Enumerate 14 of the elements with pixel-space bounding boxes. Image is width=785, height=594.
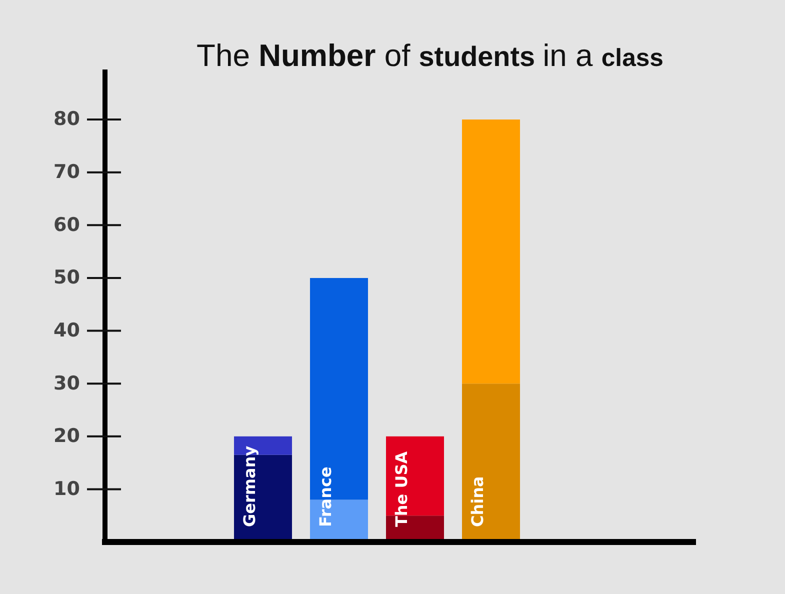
- x-tick-label: The USA: [392, 450, 411, 527]
- y-tick-label: 40: [54, 319, 80, 342]
- x-tick-label: France: [316, 466, 335, 527]
- y-tick-label: 60: [54, 214, 80, 236]
- y-tick-label: 30: [54, 372, 80, 394]
- bar: [462, 120, 520, 384]
- chart-title: The Number of students in a class: [196, 38, 664, 73]
- y-tick-label: 10: [54, 478, 80, 500]
- y-tick-label: 20: [54, 425, 80, 448]
- x-tick-label: Germany: [240, 445, 259, 527]
- x-tick-label: China: [468, 476, 487, 527]
- y-tick-label: 70: [54, 161, 80, 184]
- y-tick-label: 50: [54, 266, 80, 289]
- y-tick-label: 80: [54, 108, 80, 130]
